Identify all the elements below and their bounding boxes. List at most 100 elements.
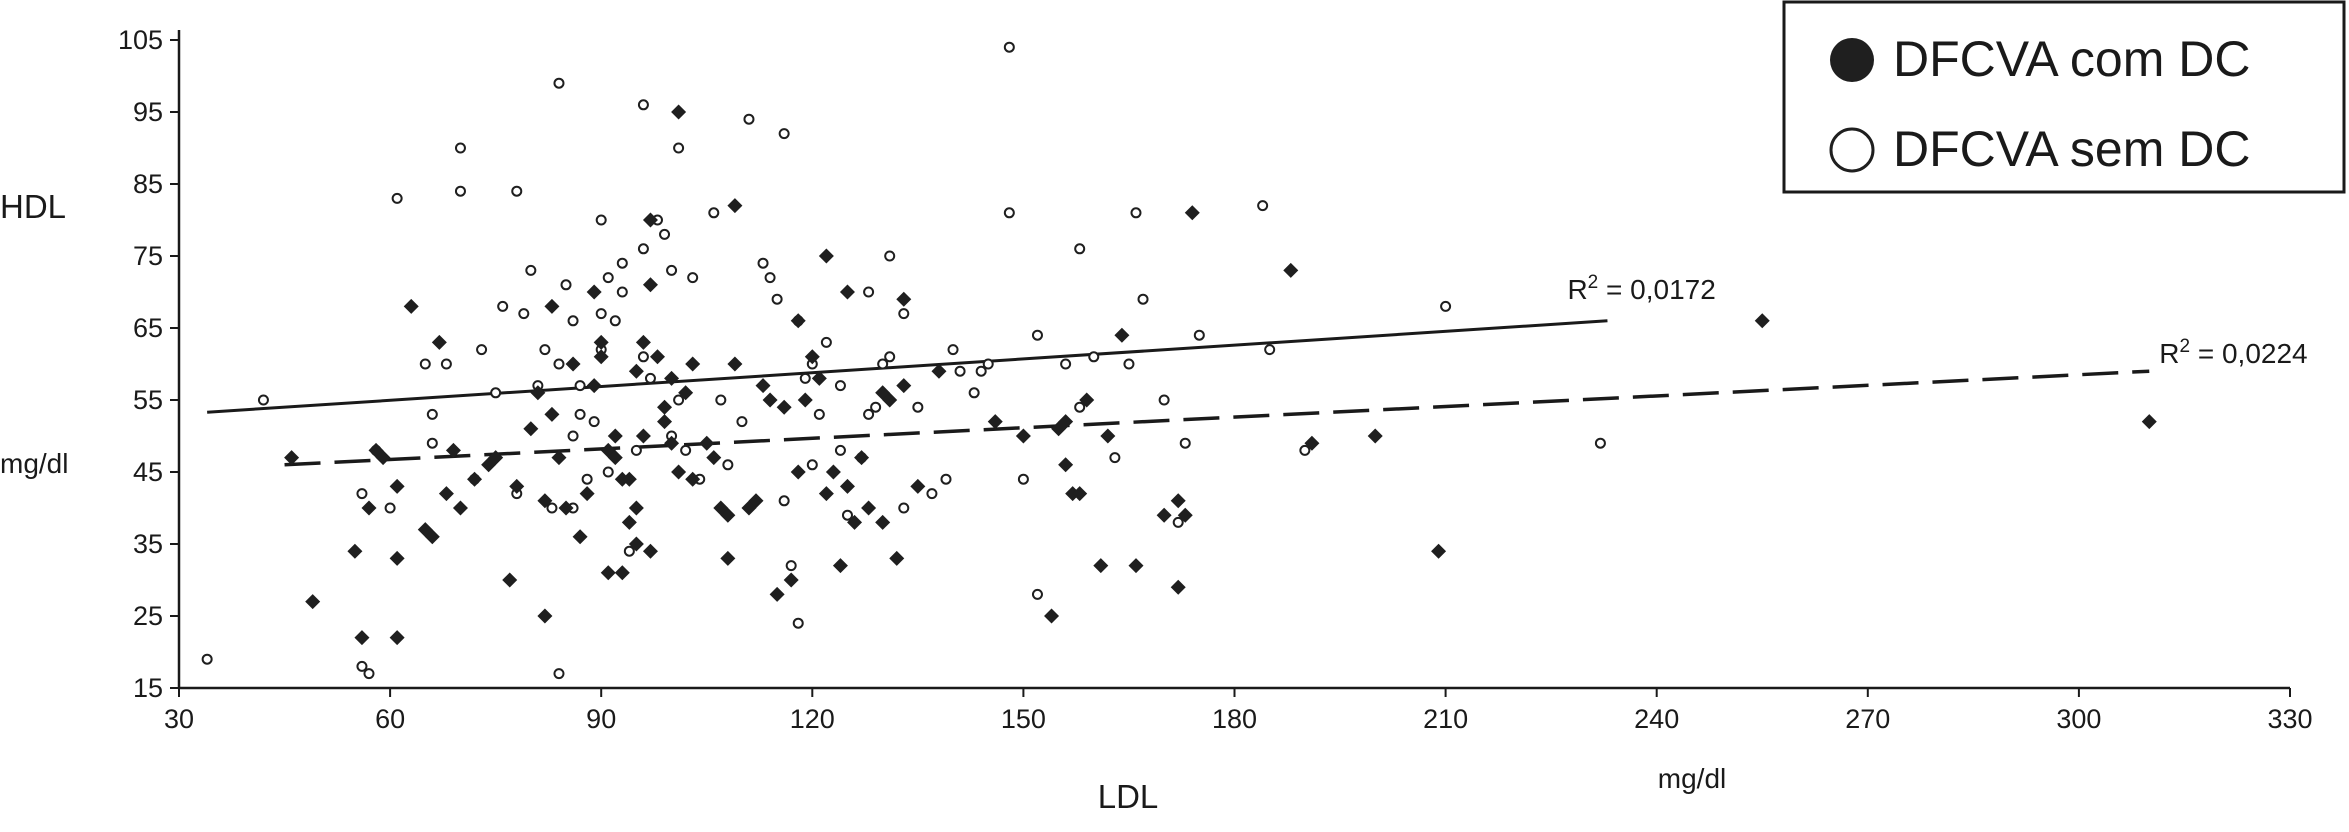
- filled-diamond-point: [1754, 313, 1770, 329]
- filled-diamond-point: [720, 507, 736, 523]
- open-circle-point: [426, 437, 438, 449]
- open-circle-point: [771, 293, 783, 305]
- filled-diamond-point: [642, 212, 658, 228]
- open-circle-point: [778, 495, 790, 507]
- legend-label-com-dc: DFCVA com DC: [1893, 31, 2250, 87]
- filled-diamond-point: [987, 414, 1003, 430]
- filled-diamond-point: [593, 349, 609, 365]
- open-circle-point: [715, 394, 727, 406]
- open-circle-point: [490, 387, 502, 399]
- open-circle-point: [666, 264, 678, 276]
- filled-diamond-point: [664, 370, 680, 386]
- x-tick-label: 150: [1001, 704, 1046, 734]
- open-circle-point: [863, 286, 875, 298]
- open-circle-point: [799, 372, 811, 384]
- open-circle-point: [1017, 473, 1029, 485]
- open-circle-point: [778, 128, 790, 140]
- filled-diamond-point: [1058, 457, 1074, 473]
- open-circle-point: [680, 444, 692, 456]
- series-com-dc-points: [284, 104, 2157, 646]
- filled-diamond-point: [438, 486, 454, 502]
- open-circle-point: [884, 250, 896, 262]
- open-circle-point: [623, 545, 635, 557]
- filled-diamond-point: [1015, 428, 1031, 444]
- filled-diamond-point: [424, 529, 440, 545]
- filled-diamond-point: [1079, 392, 1095, 408]
- open-circle-point: [595, 214, 607, 226]
- open-circle-point: [975, 365, 987, 377]
- filled-diamond-point: [685, 471, 701, 487]
- filled-diamond-point: [896, 291, 912, 307]
- x-tick-label: 90: [586, 704, 616, 734]
- filled-diamond-point: [628, 500, 644, 516]
- filled-diamond-point: [635, 428, 651, 444]
- open-circle-point: [834, 380, 846, 392]
- filled-diamond-point: [621, 471, 637, 487]
- open-circle-point: [546, 502, 558, 514]
- open-circle-point: [637, 99, 649, 111]
- filled-diamond-point: [706, 450, 722, 466]
- filled-diamond-point: [727, 198, 743, 214]
- open-circle-point: [644, 372, 656, 384]
- y-tick-label: 105: [118, 25, 163, 55]
- open-circle-point: [574, 408, 586, 420]
- filled-diamond-point: [467, 471, 483, 487]
- filled-diamond-point: [586, 378, 602, 394]
- filled-diamond-point: [509, 478, 525, 494]
- filled-diamond-point: [403, 298, 419, 314]
- filled-diamond-point: [642, 543, 658, 559]
- open-circle-point: [792, 617, 804, 629]
- legend-filled-marker: [1830, 38, 1874, 82]
- open-circle-point: [1193, 329, 1205, 341]
- open-circle-point: [1179, 437, 1191, 449]
- filled-diamond-point: [755, 378, 771, 394]
- legend: DFCVA com DC DFCVA sem DC: [1782, 0, 2346, 194]
- x-tick-label: 120: [790, 704, 835, 734]
- y-tick-label: 25: [133, 601, 163, 631]
- open-circle-point: [898, 502, 910, 514]
- filled-diamond-point: [664, 435, 680, 451]
- y-tick-label: 55: [133, 385, 163, 415]
- x-tick-label: 300: [2056, 704, 2101, 734]
- filled-diamond-point: [361, 500, 377, 516]
- filled-diamond-point: [818, 248, 834, 264]
- filled-diamond-point: [551, 450, 567, 466]
- x-tick-label: 210: [1423, 704, 1468, 734]
- filled-diamond-point: [375, 450, 391, 466]
- open-circle-point: [1594, 437, 1606, 449]
- y-tick-label: 35: [133, 529, 163, 559]
- open-circle-point: [616, 257, 628, 269]
- filled-diamond-point: [783, 572, 799, 588]
- filled-diamond-point: [832, 558, 848, 574]
- open-circle-point: [201, 653, 213, 665]
- filled-diamond-point: [642, 277, 658, 293]
- filled-diamond-point: [628, 536, 644, 552]
- open-circle-point: [553, 668, 565, 680]
- open-circle-point: [595, 308, 607, 320]
- filled-diamond-point: [671, 464, 687, 480]
- filled-diamond-point: [1304, 435, 1320, 451]
- y-tick-label: 15: [133, 673, 163, 703]
- x-tick-label: 180: [1212, 704, 1257, 734]
- filled-diamond-point: [1072, 486, 1088, 502]
- filled-diamond-point: [607, 428, 623, 444]
- open-circle-point: [1031, 588, 1043, 600]
- filled-diamond-point: [882, 392, 898, 408]
- filled-diamond-point: [790, 464, 806, 480]
- open-circle-point: [497, 300, 509, 312]
- filled-diamond-point: [931, 363, 947, 379]
- r2-label-solid: R2 = 0,0172: [1567, 272, 1715, 305]
- filled-diamond-point: [1114, 327, 1130, 343]
- y-tick-label: 85: [133, 169, 163, 199]
- open-circle-point: [673, 142, 685, 154]
- filled-diamond-point: [614, 565, 630, 581]
- open-circle-point: [1060, 358, 1072, 370]
- open-circle-point: [947, 344, 959, 356]
- filled-diamond-point: [1156, 507, 1172, 523]
- filled-diamond-point: [502, 572, 518, 588]
- open-circle-point: [1257, 200, 1269, 212]
- open-circle-point: [968, 387, 980, 399]
- filled-diamond-point: [671, 104, 687, 120]
- open-circle-point: [476, 344, 488, 356]
- x-tick-label: 330: [2267, 704, 2312, 734]
